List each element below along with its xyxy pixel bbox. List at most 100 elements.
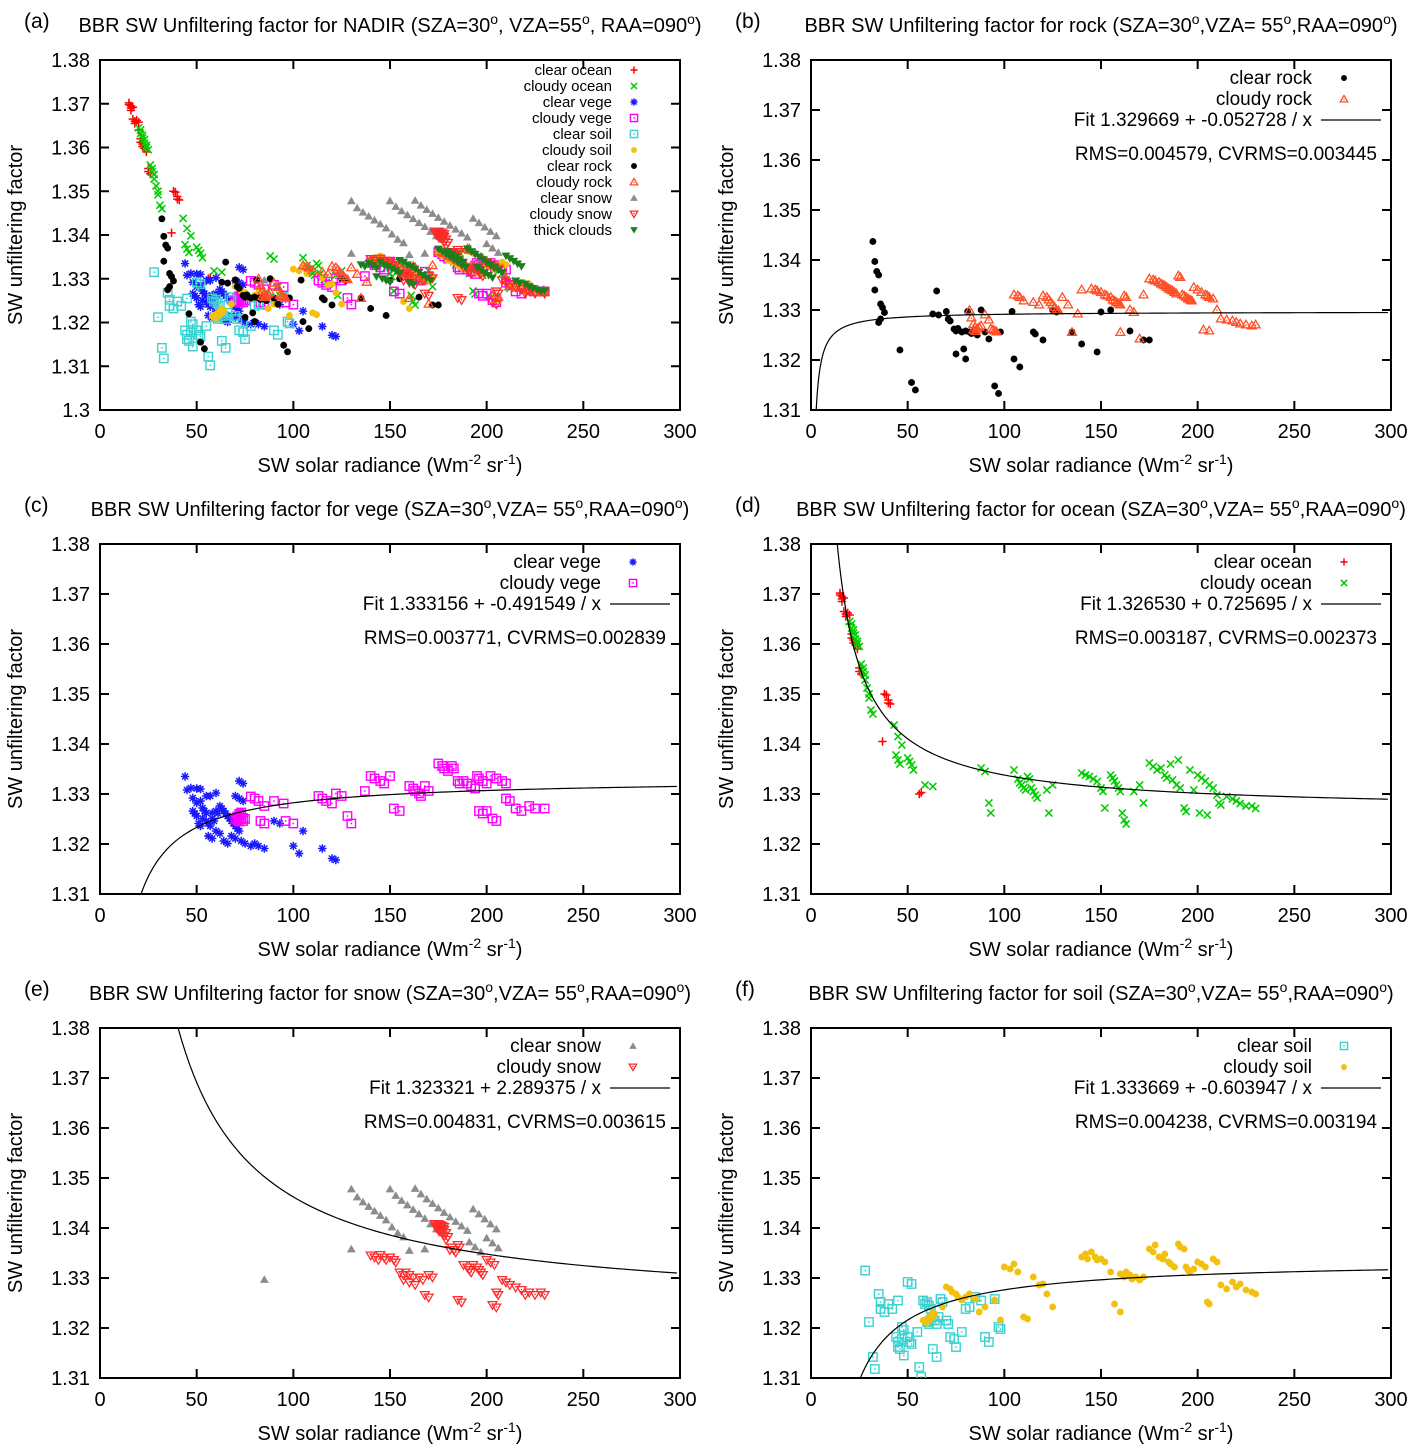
y-tick-label: 1.37 <box>762 584 801 606</box>
panel-tag: (e) <box>24 978 50 1001</box>
y-tick-label: 1.31 <box>762 884 801 906</box>
legend-marker-cloudy-ocean <box>630 82 638 90</box>
y-tick-label: 1.34 <box>51 1218 90 1240</box>
y-tick-label: 1.32 <box>762 834 801 856</box>
legend-fit-label: Fit 1.323321 + 2.289375 / x <box>369 1078 601 1099</box>
legend-marker-cloudy-soil <box>1341 1064 1347 1070</box>
y-tick-label: 1.31 <box>762 1368 801 1390</box>
x-axis-label: SW solar radiance (Wm-2 sr-1) <box>969 1419 1234 1445</box>
panel-background <box>711 0 1422 484</box>
panel-background <box>711 484 1422 968</box>
y-tick-label: 1.33 <box>762 784 801 806</box>
y-tick-label: 1.36 <box>51 634 90 656</box>
x-tick-label: 0 <box>805 905 816 927</box>
x-tick-label: 50 <box>897 421 919 443</box>
x-tick-label: 250 <box>567 1389 600 1411</box>
legend-marker-cloudy-snow <box>628 1063 638 1072</box>
legend-label: clear rock <box>1230 68 1313 89</box>
x-tick-label: 300 <box>1374 421 1407 443</box>
plot-nadir: 0 50 100 150 200 250 300 1.3 1.31 1.32 1.33 1.34 1.3… <box>0 0 711 484</box>
plot-rock: 0 50 100 150 200 250 300 1.31 1.32 1.33 1.34 1.35 1.… <box>711 0 1422 484</box>
panel-background <box>0 484 711 968</box>
y-tick-label: 1.36 <box>51 1118 90 1140</box>
legend-label: clear soil <box>553 126 612 143</box>
legend-marker-clear-rock <box>1341 75 1347 81</box>
legend-marker-clear-snow <box>629 1042 637 1049</box>
y-axis-label: SW unfiltering factor <box>5 1113 27 1293</box>
panel-background <box>711 968 1422 1452</box>
x-axis-label: SW solar radiance (Wm-2 sr-1) <box>969 935 1234 961</box>
legend-label: cloudy ocean <box>524 78 612 95</box>
fit-line <box>836 544 1388 800</box>
y-axis-label: SW unfiltering factor <box>716 145 738 325</box>
legend-marker-cloudy-soil <box>631 147 637 153</box>
y-tick-label: 1.38 <box>51 1018 90 1040</box>
y-tick-label: 1.37 <box>762 100 801 122</box>
plot-border <box>99 59 681 411</box>
plot-border <box>99 1027 681 1379</box>
panel-tag: (b) <box>735 10 761 33</box>
y-tick-label: 1.38 <box>762 50 801 72</box>
x-tick-label: 100 <box>988 1389 1021 1411</box>
panel-title: BBR SW Unfiltering factor for vege (SZA=… <box>91 495 690 521</box>
x-tick-label: 150 <box>373 1389 406 1411</box>
y-tick-label: 1.36 <box>762 150 801 172</box>
series-clear-soil <box>860 1265 1006 1378</box>
panel-b: 0 50 100 150 200 250 300 1.31 1.32 1.33 1.34 1.35 1.… <box>711 0 1422 484</box>
y-tick-label: 1.33 <box>762 300 801 322</box>
plot-border <box>810 59 1392 411</box>
panel-tag: (f) <box>735 978 755 1001</box>
series-cloudy-soil <box>919 1240 1260 1327</box>
y-tick-label: 1.35 <box>51 1168 90 1190</box>
x-tick-label: 200 <box>1181 1389 1214 1411</box>
legend-marker-cloudy-ocean <box>1340 579 1348 587</box>
panel-title: BBR SW Unfiltering factor for snow (SZA=… <box>89 979 691 1005</box>
y-tick-label: 1.31 <box>51 884 90 906</box>
x-axis-label: SW solar radiance (Wm-2 sr-1) <box>258 935 523 961</box>
x-tick-label: 250 <box>567 421 600 443</box>
panel-tag: (c) <box>24 494 49 517</box>
y-tick-label: 1.34 <box>762 734 801 756</box>
y-tick-label: 1.36 <box>762 1118 801 1140</box>
legend-label: cloudy rock <box>1216 89 1313 110</box>
y-axis-label: SW unfiltering factor <box>716 629 738 809</box>
y-tick-label: 1.38 <box>51 50 90 72</box>
y-tick-label: 1.34 <box>51 225 90 247</box>
x-axis-label: SW solar radiance (Wm-2 sr-1) <box>258 451 523 477</box>
y-tick-label: 1.34 <box>762 250 801 272</box>
legend-label: cloudy soil <box>1223 1057 1312 1078</box>
plot-border <box>810 543 1392 895</box>
panel-tag: (d) <box>735 494 761 517</box>
fit-line <box>177 1028 677 1274</box>
y-tick-label: 1.38 <box>51 534 90 556</box>
legend-label: clear rock <box>547 158 613 175</box>
legend-stats-label: RMS=0.004831, CVRMS=0.003615 <box>364 1112 666 1133</box>
x-tick-label: 250 <box>1278 1389 1311 1411</box>
y-tick-label: 1.35 <box>51 684 90 706</box>
y-tick-label: 1.35 <box>51 181 90 203</box>
y-tick-label: 1.38 <box>762 1018 801 1040</box>
legend-stats-label: RMS=0.004238, CVRMS=0.003194 <box>1075 1112 1378 1133</box>
fit-line <box>815 311 1388 410</box>
x-tick-label: 150 <box>373 421 406 443</box>
x-tick-label: 0 <box>94 1389 105 1411</box>
y-tick-label: 1.36 <box>51 138 90 160</box>
x-tick-label: 0 <box>805 1389 816 1411</box>
y-axis-label: SW unfiltering factor <box>5 629 27 809</box>
y-tick-label: 1.32 <box>51 313 90 335</box>
x-tick-label: 0 <box>94 905 105 927</box>
series-clear-snow <box>259 196 503 284</box>
x-tick-label: 150 <box>1084 905 1117 927</box>
y-tick-label: 1.33 <box>51 269 90 291</box>
legend-marker-clear-ocean <box>630 66 638 74</box>
plot-ocean: 0 50 100 150 200 250 300 1.31 1.32 1.33 1.34 1.35 1.… <box>711 484 1422 968</box>
plot-border <box>99 543 681 895</box>
y-tick-label: 1.32 <box>762 1318 801 1340</box>
x-axis-label: SW solar radiance (Wm-2 sr-1) <box>258 1419 523 1445</box>
x-tick-label: 200 <box>1181 905 1214 927</box>
panel-title: BBR SW Unfiltering factor for ocean (SZA… <box>796 495 1406 521</box>
y-tick-label: 1.32 <box>51 834 90 856</box>
panel-title: BBR SW Unfiltering factor for rock (SZA=… <box>804 11 1397 37</box>
